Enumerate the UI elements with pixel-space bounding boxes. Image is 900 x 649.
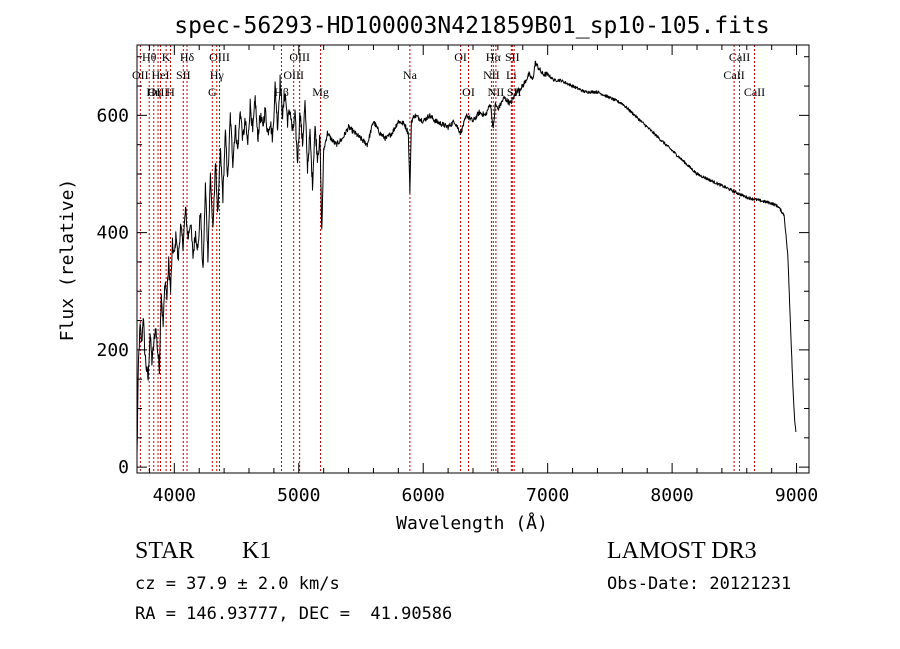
y-tick-label: 400: [96, 223, 129, 244]
x-tick-label: 9000: [775, 485, 818, 506]
object-subclass: K1: [242, 538, 272, 564]
spectral-line-label: H: [166, 85, 175, 99]
spectral-line-label: CaII: [723, 68, 744, 82]
spectral-line-label: NII: [488, 85, 505, 99]
spectral-line-label: Na: [403, 68, 418, 82]
obs-date-line: Obs-Date: 20121231: [607, 574, 792, 594]
spectral-line-label: OI: [454, 50, 467, 64]
axis-ticks: 4000 5000 6000 7000 8000 9000 0 200 400 600: [96, 45, 818, 506]
spectral-line-label: G: [208, 85, 217, 99]
spectral-line-label: CaII: [729, 50, 750, 64]
spectral-line-label: HeI: [152, 68, 170, 82]
spectral-line-label: Hγ: [210, 68, 225, 82]
spectral-line-label: OIII: [283, 68, 304, 82]
spectrum-series: [136, 60, 797, 454]
spectral-line-label: OIII: [148, 85, 169, 99]
spectral-line-label: Hδ: [180, 50, 195, 64]
x-tick-label: 5000: [277, 485, 320, 506]
spectrum-line: [136, 60, 797, 454]
spectral-line-label: Hθ: [142, 50, 157, 64]
plot-frame: [136, 44, 810, 474]
spectral-line-label: OIII: [209, 50, 230, 64]
y-tick-label: 0: [118, 457, 129, 478]
y-axis-label: Flux (relative): [57, 179, 78, 342]
coordinates-line: RA = 146.93777, DEC = 41.90586: [135, 604, 453, 624]
spectral-line-label: NII: [483, 68, 500, 82]
spectral-line-label: OII: [132, 68, 149, 82]
x-tick-label: 6000: [402, 485, 445, 506]
spectral-line-label: Hα: [486, 50, 502, 64]
x-tick-label: 7000: [526, 485, 569, 506]
spectral-line-label: SII: [505, 50, 520, 64]
spectral-line-label: OIII: [289, 50, 310, 64]
x-tick-label: 8000: [650, 485, 693, 506]
spectral-line-label: OI: [462, 85, 475, 99]
spectral-line-label: Hη: [146, 85, 161, 99]
survey-name: LAMOST DR3: [607, 538, 757, 564]
spectral-line-label: K: [162, 50, 171, 64]
spectral-line-label: CaII: [744, 85, 765, 99]
spectral-line-label: Mg: [312, 85, 329, 99]
chart-title: spec-56293-HD100003N421859B01_sp10-105.f…: [174, 13, 769, 39]
spectral-line-label: SII: [176, 68, 191, 82]
spectral-line-label: Li: [506, 68, 517, 82]
y-tick-label: 600: [96, 105, 129, 126]
redshift-line: cz = 37.9 ± 2.0 km/s: [135, 574, 340, 594]
object-class: STAR: [135, 538, 195, 564]
x-tick-label: 4000: [153, 485, 196, 506]
y-tick-label: 200: [96, 340, 129, 361]
x-axis-label: Wavelength (Å): [396, 512, 548, 534]
